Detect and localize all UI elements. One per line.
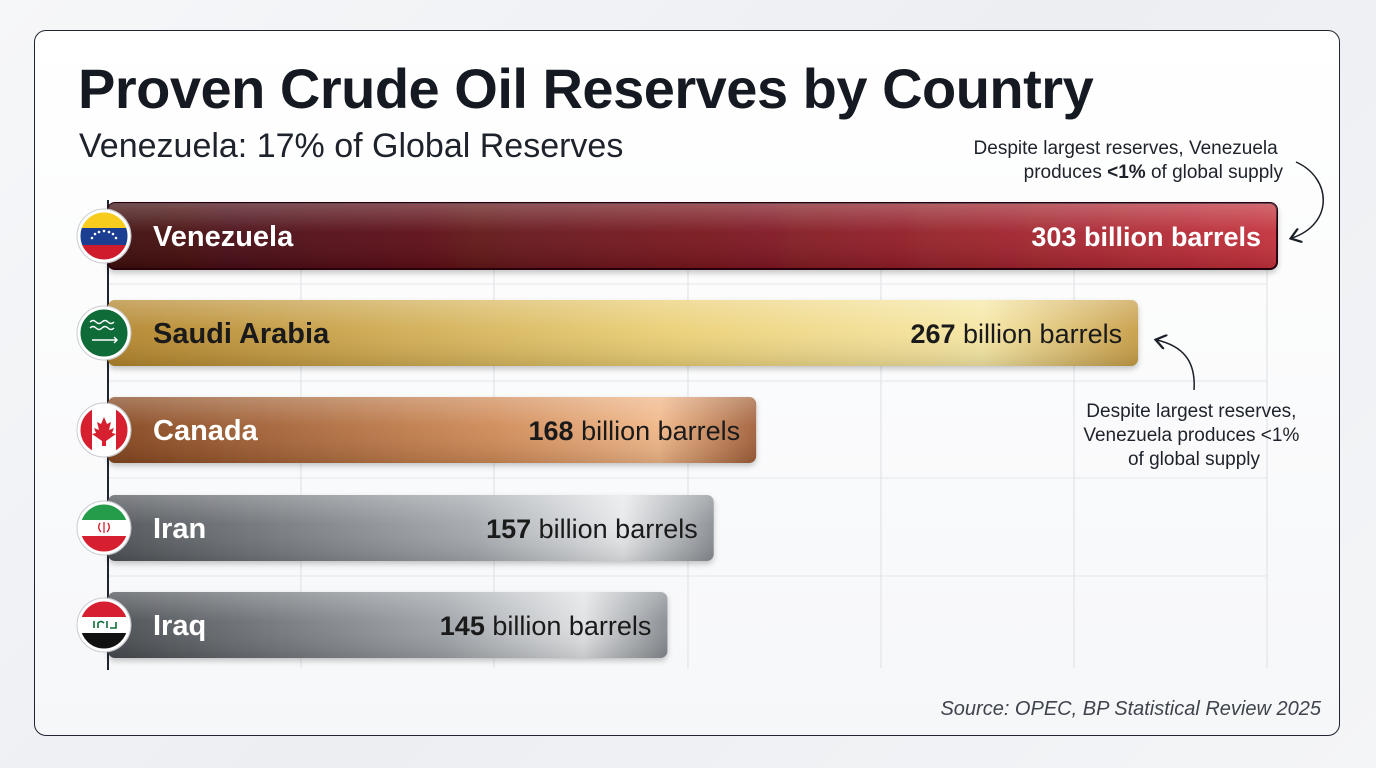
value-unit-saudi-arabia: billion barrels [956,319,1123,349]
bar-group-iraq: Iraq 145 billion barrels [108,592,668,658]
bar-shine-iraq [108,592,668,658]
chart-title: Proven Crude Oil Reserves by Country [78,57,1094,120]
iraq-flag-icon [76,597,132,653]
bar-group-canada: Canada 168 billion barrels [108,397,757,463]
bar-group-saudi-arabia: Saudi Arabia 267 billion barrels [108,300,1139,366]
value-unit-canada: billion barrels [574,416,741,446]
value-unit-iran: billion barrels [531,514,698,544]
source-note: Source: OPEC, BP Statistical Review 2025 [940,698,1321,720]
chart-subtitle: Venezuela: 17% of Global Reserves [79,127,624,165]
iran-flag-icon [76,500,132,556]
value-number-iraq: 145 [440,611,485,641]
value-label-venezuela: 303 billion barrels [1031,222,1261,252]
value-label-iran: 157 billion barrels [486,514,698,544]
annotation-right-arrow [1157,340,1195,391]
category-label-canada: Canada [153,415,259,447]
value-label-saudi-arabia: 267 billion barrels [910,319,1122,349]
value-number-canada: 168 [529,416,574,446]
category-label-venezuela: Venezuela [153,221,294,253]
value-number-saudi-arabia: 267 [910,319,955,349]
category-label-saudi-arabia: Saudi Arabia [153,318,330,350]
value-number-venezuela: 303 [1031,222,1076,252]
annotation-right: Despite largest reserves, Venezuela prod… [1083,401,1304,470]
bar-group-iran: Iran 157 billion barrels [108,495,714,561]
saudi-arabia-flag-icon [76,305,132,361]
annotation-top-arrow [1292,161,1324,238]
category-label-iran: Iran [153,513,206,545]
bar-group-venezuela: Venezuela 303 billion barrels [107,202,1278,270]
bar-shine-iran [108,495,714,561]
bar-shine-saudi-arabia [108,300,1139,366]
value-unit-iraq: billion barrels [485,611,652,641]
value-label-iraq: 145 billion barrels [440,611,652,641]
value-unit-venezuela: billion barrels [1076,222,1261,252]
annotation-top: Despite largest reserves, Venezuela prod… [974,138,1284,183]
canada-flag-icon [76,402,132,458]
value-number-iran: 157 [486,514,531,544]
bar-shine-venezuela [108,203,1277,269]
bar-shine-canada [108,397,757,463]
value-label-canada: 168 billion barrels [529,416,741,446]
venezuela-flag-icon [76,208,132,264]
category-label-iraq: Iraq [153,610,206,642]
